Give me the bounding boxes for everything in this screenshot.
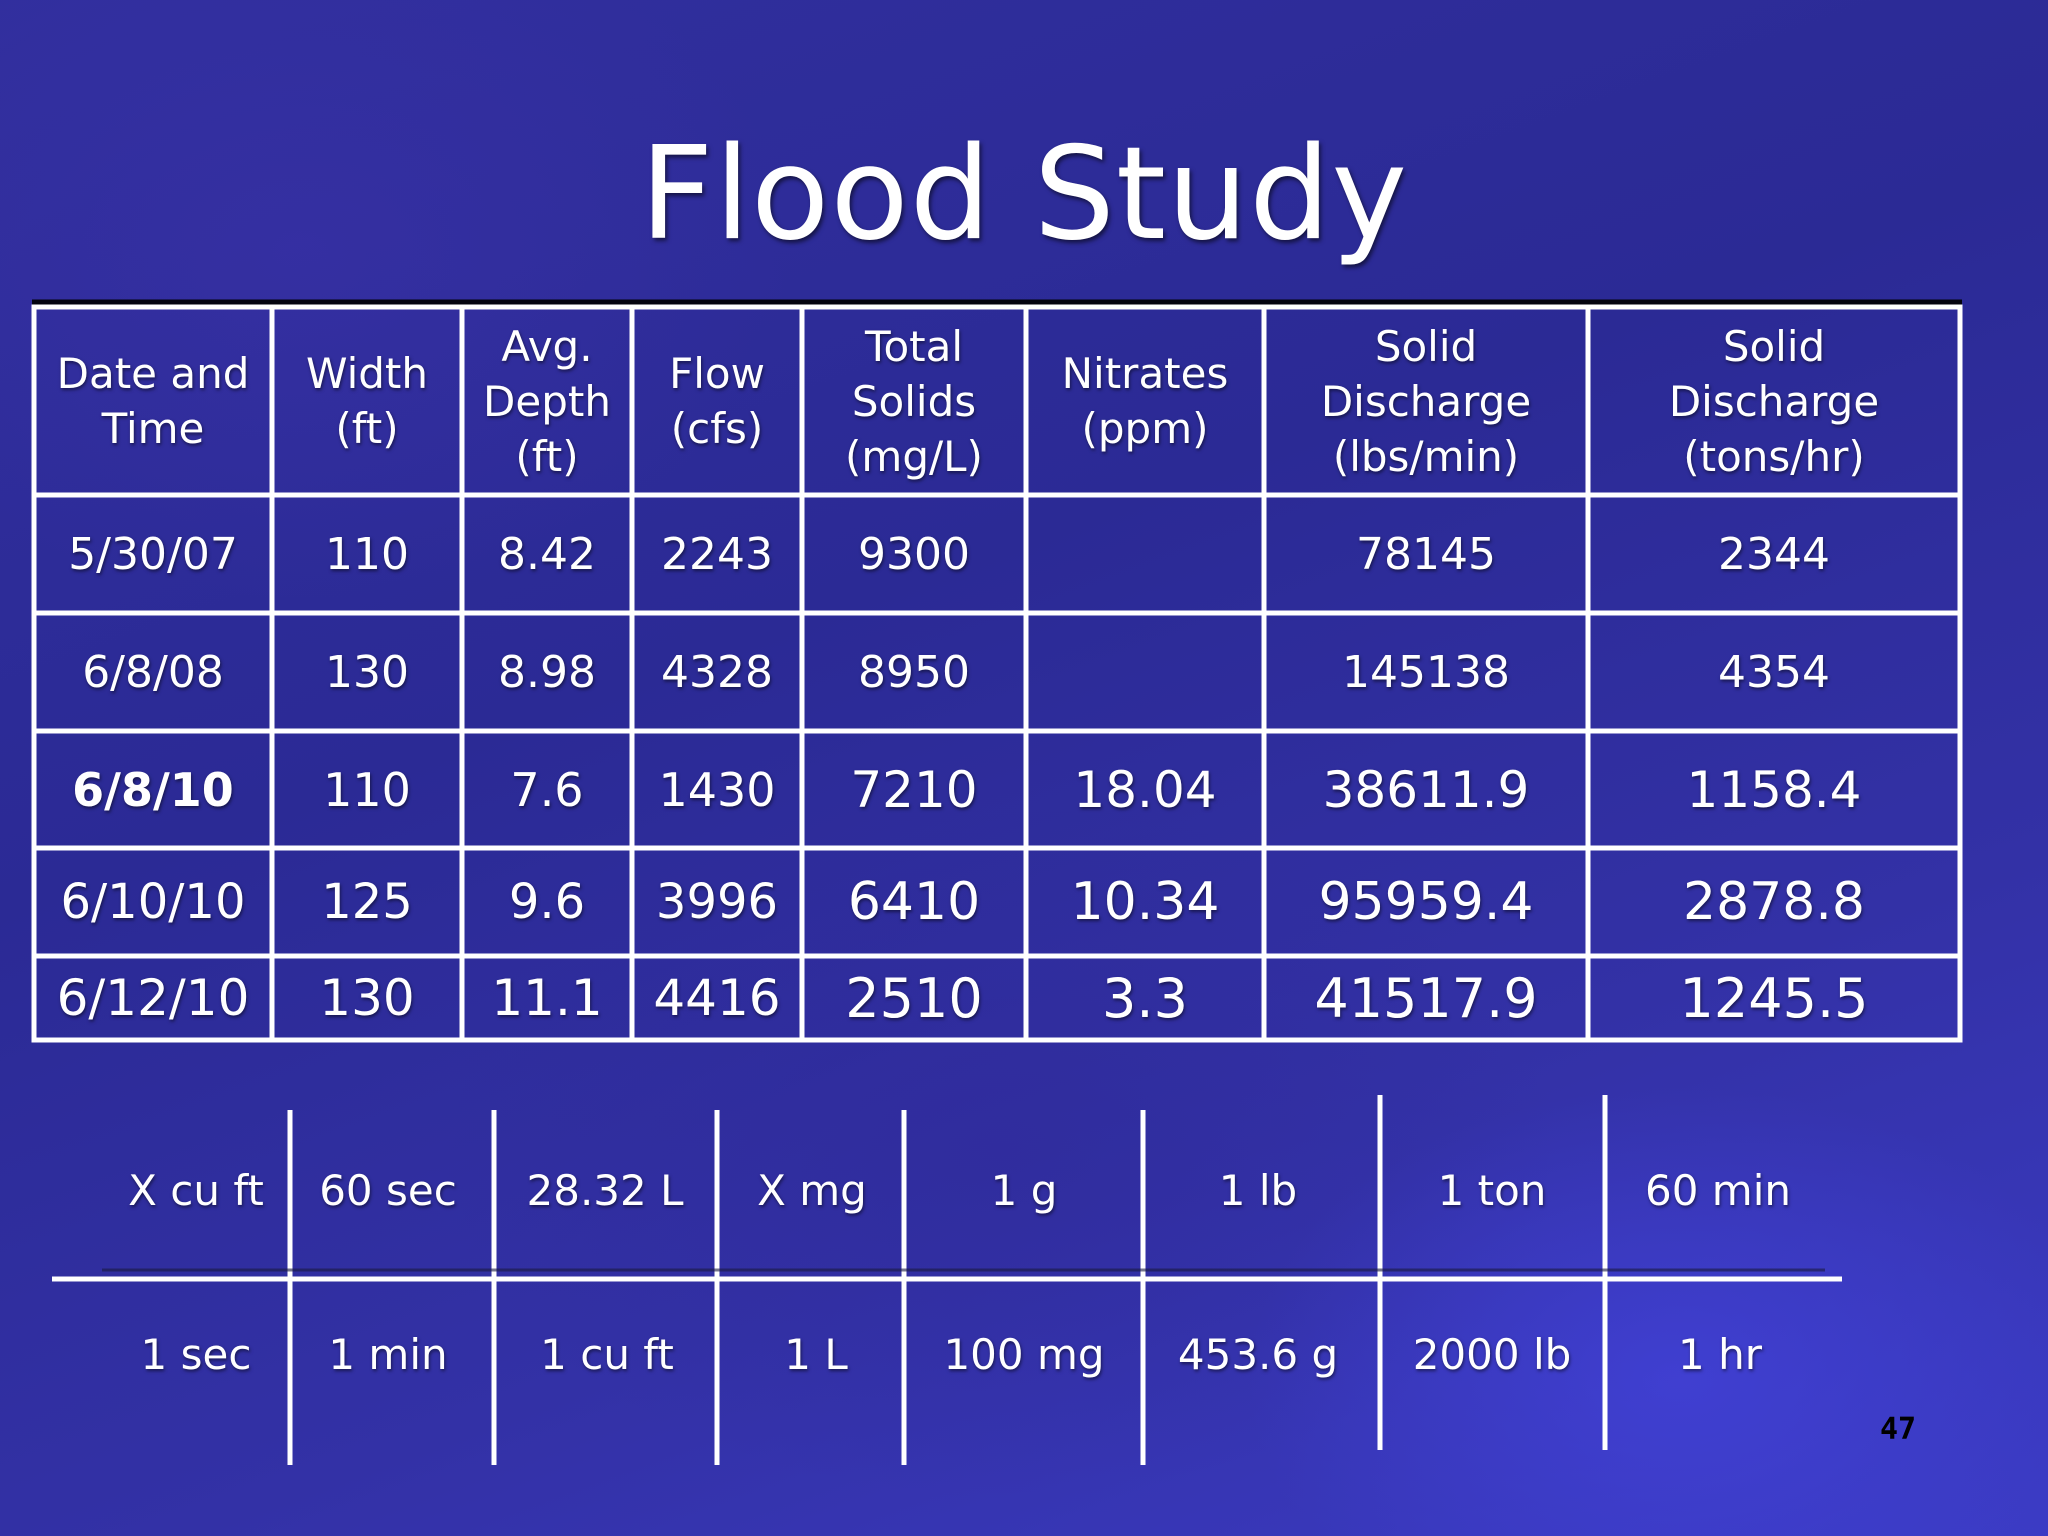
table-cell-solid-discharge-tons-hr: 2344 (1718, 528, 1830, 580)
column-header-flow-cfs: Flow (cfs) (632, 307, 802, 495)
conversion-denominator: 1 hr (1678, 1329, 1762, 1379)
table-cell-avg-depth-ft: 7.6 (510, 762, 584, 817)
header-line: Total (864, 321, 964, 371)
table-cell-date-time: 6/8/08 (82, 646, 224, 698)
column-header-nitrates-ppm: Nitrates (ppm) (1026, 307, 1264, 495)
header-line: Solids (851, 376, 977, 426)
header-line: Flow (669, 349, 765, 398)
header-line: Nitrates (1061, 349, 1229, 398)
table-cell-nitrates-ppm (1026, 495, 1264, 613)
header-line: (ft) (335, 404, 399, 453)
conversion-denominator: 1 L (784, 1329, 848, 1379)
table-cell-flow-cfs: 4328 (661, 646, 773, 698)
header-line: Discharge (1320, 376, 1532, 426)
table-cell-total-solids-mgl: 7210 (850, 760, 978, 819)
conversion-numerator: 1 g (990, 1165, 1058, 1215)
conversion-denominator: 1 sec (140, 1329, 252, 1379)
table-cell-width-ft: 125 (321, 874, 413, 930)
table-cell-nitrates-ppm: 10.34 (1070, 872, 1220, 932)
header-line: Discharge (1668, 376, 1880, 426)
conversion-denominator: 1 cu ft (540, 1329, 674, 1379)
column-header-solid-discharge-lbs-min: Solid Discharge (lbs/min) (1264, 307, 1588, 495)
slide-title: Flood Study (639, 120, 1409, 269)
table-cell-date-time: 6/8/10 (72, 762, 234, 817)
conversion-numerator: X cu ft (128, 1165, 264, 1215)
table-cell-total-solids-mgl: 6410 (847, 872, 981, 932)
table-cell-nitrates-ppm (1026, 613, 1264, 731)
conversion-numerator: X mg (757, 1165, 867, 1215)
table-cell-date-time: 5/30/07 (68, 528, 238, 580)
page-number: 47 (1880, 1412, 1917, 1447)
table-cell-avg-depth-ft: 8.98 (498, 646, 596, 698)
conversion-numerator: 1 lb (1218, 1165, 1298, 1215)
header-line: Solid (1722, 321, 1826, 371)
header-line: (ppm) (1081, 404, 1209, 453)
table-cell-solid-discharge-tons-hr: 2878.8 (1683, 872, 1865, 932)
table-cell-flow-cfs: 4416 (653, 969, 781, 1027)
conversion-numerator: 60 sec (319, 1165, 457, 1215)
table-cell-width-ft: 110 (325, 528, 409, 580)
table-cell-nitrates-ppm: 18.04 (1073, 760, 1217, 819)
column-header-width-ft: Width (ft) (272, 307, 462, 495)
table-cell-solid-discharge-tons-hr: 1245.5 (1679, 966, 1869, 1030)
conversion-numerator: 1 ton (1437, 1165, 1547, 1215)
table-cell-total-solids-mgl: 9300 (858, 528, 970, 580)
header-line: Avg. (501, 321, 593, 371)
table-cell-solid-discharge-lbs-min: 95959.4 (1318, 872, 1534, 932)
header-line: (ft) (515, 431, 579, 481)
header-line: Width (305, 349, 429, 398)
header-line: Time (101, 404, 205, 453)
conversion-numerator: 60 min (1645, 1165, 1791, 1215)
column-header-total-solids-mgl: Total Solids (mg/L) (802, 307, 1026, 495)
table-cell-solid-discharge-lbs-min: 145138 (1342, 646, 1510, 698)
table-cell-flow-cfs: 2243 (661, 528, 773, 580)
column-header-avg-depth-ft: Avg. Depth (ft) (462, 307, 632, 495)
header-line: (tons/hr) (1683, 431, 1865, 481)
table-cell-avg-depth-ft: 9.6 (508, 874, 586, 930)
conversion-denominator: 453.6 g (1177, 1329, 1339, 1379)
header-line: (mg/L) (845, 431, 983, 481)
conversion-denominator: 1 min (328, 1329, 448, 1379)
header-line: (cfs) (670, 404, 764, 453)
table-cell-solid-discharge-lbs-min: 78145 (1356, 528, 1496, 580)
header-line: Depth (483, 376, 611, 426)
table-cell-width-ft: 110 (323, 762, 411, 817)
conversion-denominator: 2000 lb (1412, 1329, 1572, 1379)
table-cell-solid-discharge-lbs-min: 41517.9 (1314, 966, 1538, 1030)
conversion-numerator: 28.32 L (526, 1165, 684, 1215)
table-cell-width-ft: 130 (325, 646, 409, 698)
table-cell-date-time: 6/10/10 (60, 874, 246, 930)
header-line: Solid (1374, 321, 1478, 371)
table-cell-width-ft: 130 (319, 969, 415, 1027)
table-cell-solid-discharge-tons-hr: 1158.4 (1686, 760, 1862, 819)
header-line: Date and (56, 349, 250, 398)
table-cell-date-time: 6/12/10 (56, 969, 250, 1027)
table-cell-total-solids-mgl: 8950 (858, 646, 970, 698)
table-cell-solid-discharge-lbs-min: 38611.9 (1322, 760, 1530, 819)
table-cell-nitrates-ppm: 3.3 (1102, 966, 1188, 1030)
table-cell-solid-discharge-tons-hr: 4354 (1718, 646, 1830, 698)
column-header-date-time: Date and Time (34, 307, 272, 495)
header-line: (lbs/min) (1332, 431, 1520, 481)
table-cell-avg-depth-ft: 11.1 (491, 969, 603, 1027)
table-cell-total-solids-mgl: 2510 (845, 966, 983, 1030)
table-cell-flow-cfs: 3996 (655, 874, 779, 930)
table-cell-avg-depth-ft: 8.42 (498, 528, 596, 580)
conversion-denominator: 100 mg (943, 1329, 1105, 1379)
column-header-solid-discharge-tons-hr: Solid Discharge (tons/hr) (1588, 307, 1960, 495)
table-cell-flow-cfs: 1430 (658, 762, 776, 817)
